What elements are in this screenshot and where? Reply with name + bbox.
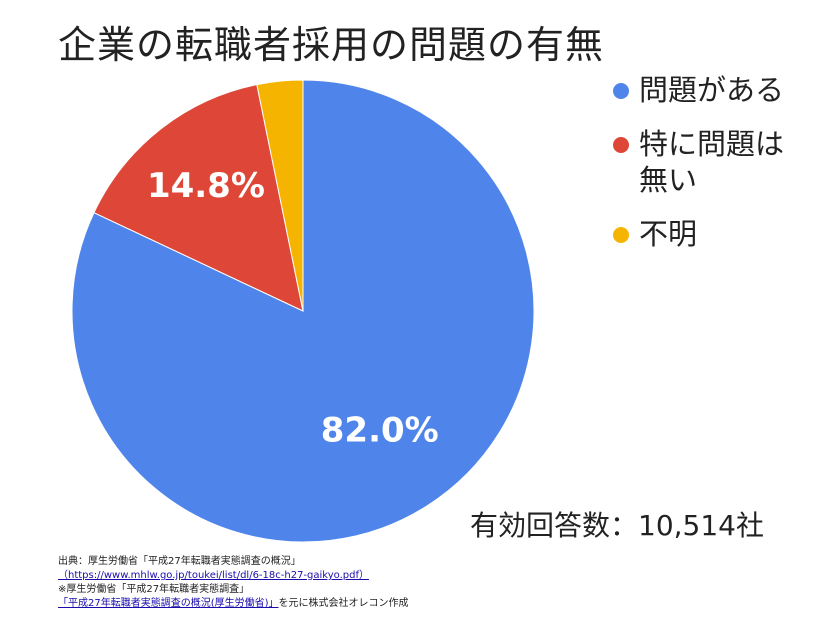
source-line-3: ※厚生労働省「平成27年転職者実態調査」 [58,584,250,595]
legend-label-no-problem-line1: 特に問題は [639,127,785,161]
source-line-4-rest: を元に株式会社オレコン作成 [278,598,409,609]
legend-item-unknown: 不明 [613,216,833,252]
legend-swatch-no-problem [613,137,629,153]
legend-swatch-unknown [613,227,629,243]
pie-slice-1-label: 82.0% [321,410,439,450]
source-citation: 出典：厚生労働省「平成27年転職者実態調査の概況」 （https://www.m… [58,555,409,611]
source-url-link[interactable]: （https://www.mhlw.go.jp/toukei/list/dl/6… [58,570,369,581]
valid-responses-annotation: 有効回答数：10,514社 [470,509,764,542]
legend-label-problem: 問題がある [639,73,785,107]
pie-slice-2-label: 14.8% [147,166,265,206]
legend: 問題がある 特に問題は 無い 不明 [613,72,833,270]
chart-title: 企業の転職者採用の問題の有無 [58,23,605,67]
source-report-link[interactable]: 「平成27年転職者実態調査の概況(厚生労働省)」 [58,598,279,609]
pie-slice-3 [256,79,304,312]
legend-item-no-problem: 特に問題は 無い [613,126,833,198]
pie-slice-2 [93,84,304,312]
legend-label-no-problem-line2: 無い [639,163,698,197]
source-line-4: 「平成27年転職者実態調査の概況(厚生労働省)」を元に株式会社オレコン作成 [58,597,409,611]
legend-item-problem: 問題がある [613,72,833,108]
pie-slice-1 [71,79,535,543]
legend-label-unknown: 不明 [639,217,698,251]
legend-label-no-problem: 特に問題は 無い [639,126,809,198]
source-line-1: 出典：厚生労働省「平成27年転職者実態調査の概況」 [58,556,301,567]
legend-swatch-problem [613,83,629,99]
